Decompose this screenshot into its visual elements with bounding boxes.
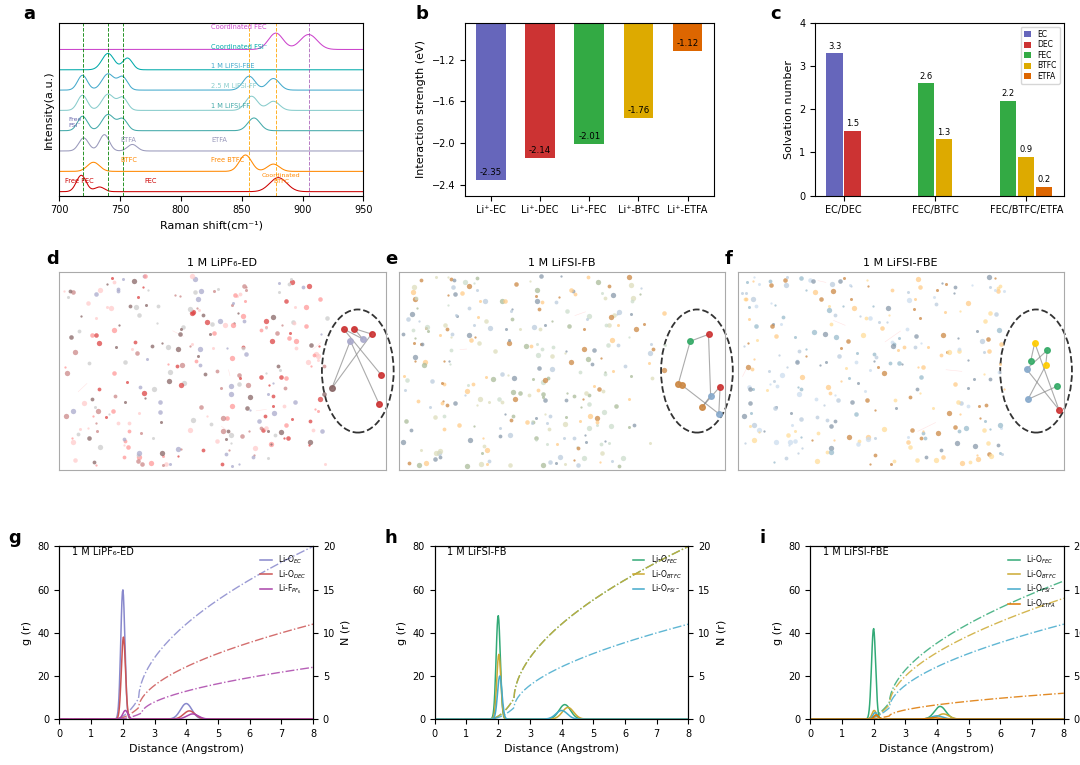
X-axis label: Raman shift(cm⁻¹): Raman shift(cm⁻¹) [160,221,262,231]
Bar [673,0,702,51]
Bar [1018,157,1035,196]
Text: 1 M LiFSI-FBE: 1 M LiFSI-FBE [864,258,939,268]
Bar [476,0,505,180]
Text: 1 M LiPF₆-ED: 1 M LiPF₆-ED [188,258,257,268]
Bar [1000,101,1016,196]
Bar [623,0,653,118]
Bar [575,0,604,145]
Text: 1.5: 1.5 [846,119,860,129]
Text: 2.2: 2.2 [1001,89,1015,98]
Text: 1 M LiFSI-FB: 1 M LiFSI-FB [447,547,507,557]
Bar [918,83,934,196]
Text: g: g [9,529,22,547]
Text: a: a [23,5,35,24]
Y-axis label: Intensity(a.u.): Intensity(a.u.) [44,70,54,148]
Legend: Li-O$_{FEC}$, Li-O$_{BTFC}$, Li-O$_{FSI^-}$, Li-O$_{ETFA}$: Li-O$_{FEC}$, Li-O$_{BTFC}$, Li-O$_{FSI^… [1005,550,1059,614]
Bar [525,0,555,158]
Text: ETFA: ETFA [120,137,136,143]
Text: 1.3: 1.3 [937,128,950,137]
Text: f: f [725,250,732,268]
Y-axis label: N (r): N (r) [340,620,351,646]
Y-axis label: Interaction strength (eV): Interaction strength (eV) [416,41,427,178]
Text: i: i [759,529,766,547]
Legend: Li-O$_{FEC}$, Li-O$_{BTFC}$, Li-O$_{FSI^-}$: Li-O$_{FEC}$, Li-O$_{BTFC}$, Li-O$_{FSI^… [630,550,685,598]
Legend: Li-O$_{EC}$, Li-O$_{DEC}$, Li-F$_{PF_6}$: Li-O$_{EC}$, Li-O$_{DEC}$, Li-F$_{PF_6}$ [257,550,309,600]
Text: h: h [384,529,396,547]
Text: 2.5 M LiFSI-FF: 2.5 M LiFSI-FF [212,83,257,90]
Bar [1036,187,1053,196]
Legend: EC, DEC, FEC, BTFC, ETFA: EC, DEC, FEC, BTFC, ETFA [1021,27,1059,84]
Text: -2.14: -2.14 [529,146,551,155]
Text: 2.6: 2.6 [919,72,932,81]
Text: 0.2: 0.2 [1038,175,1051,184]
Text: -1.76: -1.76 [627,106,649,115]
X-axis label: Distance (Angstrom): Distance (Angstrom) [129,744,244,754]
Y-axis label: g (r): g (r) [397,620,407,645]
Y-axis label: g (r): g (r) [22,620,31,645]
Text: ETFA: ETFA [212,137,227,143]
Text: -2.01: -2.01 [578,132,600,142]
Y-axis label: N (r): N (r) [716,620,726,646]
Text: Free
FSI⁻: Free FSI⁻ [68,117,82,128]
Text: Coordinated FSI⁻: Coordinated FSI⁻ [212,44,268,50]
Text: c: c [770,5,781,24]
Bar [845,131,861,196]
Text: FEC: FEC [145,177,157,184]
Y-axis label: Solvation number: Solvation number [784,60,794,159]
Text: e: e [386,250,397,268]
Text: Free BTFC: Free BTFC [212,157,245,163]
Text: b: b [415,5,428,24]
Text: 1 M LiFSI-FB: 1 M LiFSI-FB [528,258,595,268]
Text: -1.12: -1.12 [676,39,699,48]
X-axis label: Distance (Angstrom): Distance (Angstrom) [879,744,995,754]
Bar [935,139,953,196]
Y-axis label: g (r): g (r) [772,620,783,645]
Text: 1 M LiFSI-FEE: 1 M LiFSI-FEE [212,63,255,69]
Text: Free FEC: Free FEC [66,177,94,184]
Bar [826,53,842,196]
Text: 1 M LiPF₆-ED: 1 M LiPF₆-ED [72,547,134,557]
Text: 0.9: 0.9 [1020,145,1032,155]
Text: Coordinated
BTFC: Coordinated BTFC [262,173,300,184]
Text: 3.3: 3.3 [828,41,841,50]
Text: 1 M LiFSI-FF: 1 M LiFSI-FF [212,103,251,109]
Text: 1 M LiFSI-FBE: 1 M LiFSI-FBE [823,547,889,557]
Text: d: d [46,250,59,268]
X-axis label: Distance (Angstrom): Distance (Angstrom) [504,744,619,754]
Text: BTFC: BTFC [120,157,137,163]
Text: -2.35: -2.35 [480,168,502,177]
Text: Coordinated FEC: Coordinated FEC [212,24,267,30]
